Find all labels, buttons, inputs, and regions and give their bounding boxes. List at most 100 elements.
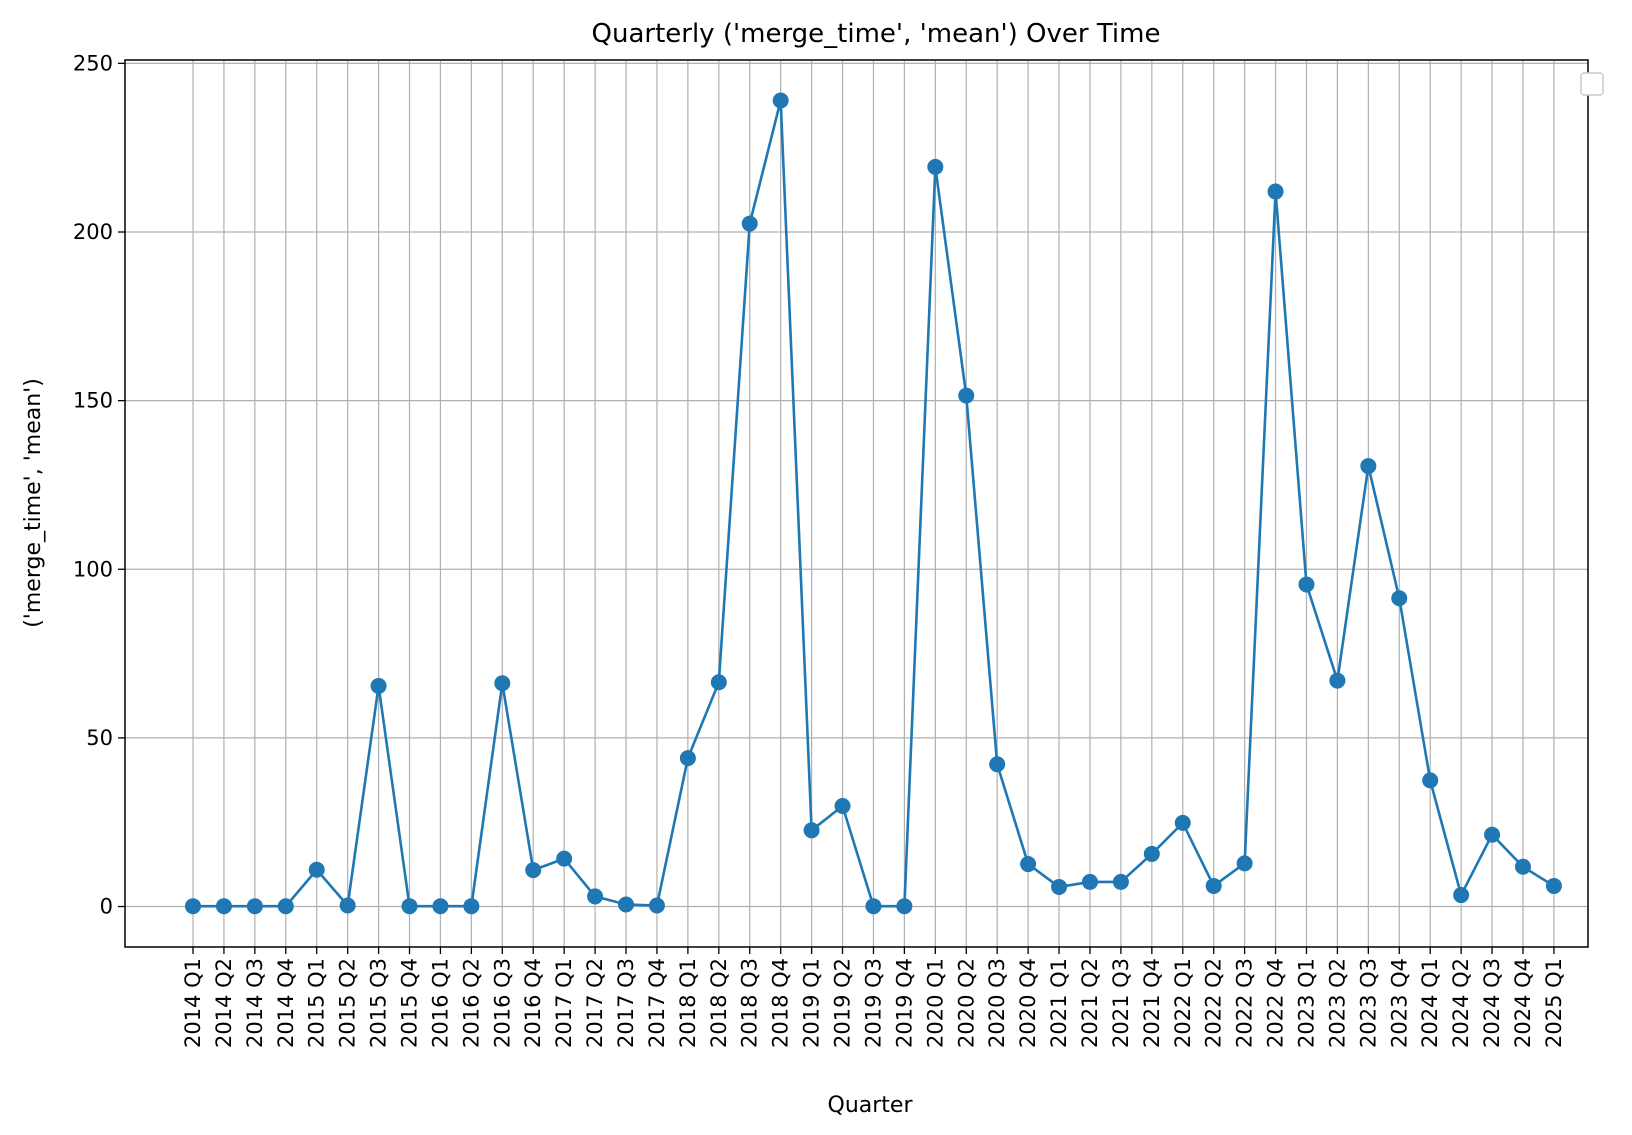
data-point [803, 822, 820, 839]
x-tick-label: 2020 Q3 [985, 958, 1009, 1048]
data-point [1143, 845, 1160, 862]
x-tick-label: 2024 Q1 [1418, 958, 1442, 1048]
plot-area-frame [124, 59, 1589, 948]
data-point [1051, 878, 1068, 895]
data-point [741, 215, 758, 232]
x-tick-label: 2023 Q1 [1294, 958, 1318, 1048]
x-tick-label: 2022 Q3 [1233, 958, 1257, 1048]
x-tick-label: 2015 Q2 [336, 958, 360, 1048]
x-tick-label: 2017 Q1 [552, 958, 576, 1048]
data-point [865, 898, 882, 915]
x-tick-label: 2016 Q2 [459, 958, 483, 1048]
data-point [1298, 576, 1315, 593]
x-tick-label: 2015 Q1 [305, 958, 329, 1048]
data-point [1545, 877, 1562, 894]
data-point [1514, 858, 1531, 875]
data-point [185, 898, 201, 915]
x-tick-label: 2014 Q3 [243, 958, 267, 1048]
series-line-layer [185, 92, 1562, 915]
x-tick-label: 2017 Q3 [614, 958, 638, 1048]
x-tick-label: 2020 Q2 [954, 958, 978, 1048]
data-point [1174, 814, 1191, 831]
y-tick-label: 200 [73, 220, 113, 244]
data-point [958, 387, 975, 404]
data-point [463, 898, 480, 915]
data-point [679, 750, 696, 767]
x-tick-label: 2023 Q4 [1387, 958, 1411, 1048]
y-tick-label: 50 [86, 726, 113, 750]
data-point [1391, 590, 1408, 607]
x-tick-label: 2014 Q1 [181, 958, 205, 1048]
data-point [432, 898, 449, 915]
data-point [277, 898, 294, 915]
data-point [215, 898, 232, 915]
x-tick-label: 2024 Q2 [1449, 958, 1473, 1048]
x-tick-label: 2018 Q1 [676, 958, 700, 1048]
data-point [834, 798, 851, 815]
x-tick-label: 2025 Q1 [1542, 958, 1566, 1048]
x-tick-label: 2024 Q3 [1480, 958, 1504, 1048]
data-point [1205, 877, 1222, 894]
x-tick-label: 2020 Q4 [1016, 958, 1040, 1048]
x-tick-label: 2021 Q4 [1140, 958, 1164, 1048]
x-tick-label: 2018 Q3 [738, 958, 762, 1048]
x-tick-label: 2019 Q1 [800, 958, 824, 1048]
x-tick-label: 2022 Q4 [1264, 958, 1288, 1048]
y-tick-label: 100 [73, 557, 113, 581]
x-tick-label: 2023 Q3 [1356, 958, 1380, 1048]
x-tick-label: 2019 Q2 [831, 958, 855, 1048]
legend-box [1580, 72, 1604, 96]
data-point [648, 897, 665, 914]
x-tick-label: 2022 Q1 [1171, 958, 1195, 1048]
x-tick-label: 2016 Q3 [490, 958, 514, 1048]
data-point [1422, 772, 1439, 789]
x-tick-label: 2021 Q1 [1047, 958, 1071, 1048]
data-point [339, 897, 356, 914]
x-tick-label: 2016 Q1 [428, 958, 452, 1048]
data-point [1267, 183, 1284, 200]
x-tick-label: 2019 Q4 [892, 958, 916, 1048]
data-point [896, 898, 913, 915]
x-tick-label: 2014 Q2 [212, 958, 236, 1048]
x-tick-label: 2016 Q4 [521, 958, 545, 1048]
grid [125, 60, 1588, 947]
x-tick-label: 2017 Q2 [583, 958, 607, 1048]
y-axis-ticks: 0 50 100 150 200 250 [73, 51, 125, 919]
x-tick-label: 2021 Q2 [1078, 958, 1102, 1048]
x-tick-label: 2020 Q1 [923, 958, 947, 1048]
data-point [1020, 856, 1037, 873]
x-tick-label: 2024 Q4 [1511, 958, 1535, 1048]
data-point [1081, 873, 1098, 890]
data-point [927, 158, 944, 175]
chart-title: Quarterly ('merge_time', 'mean') Over Ti… [592, 19, 1161, 49]
x-tick-label: 2014 Q4 [274, 958, 298, 1048]
x-tick-label: 2022 Q2 [1202, 958, 1226, 1048]
x-tick-label: 2018 Q2 [707, 958, 731, 1048]
x-tick-label: 2018 Q4 [769, 958, 793, 1048]
x-tick-label: 2019 Q3 [861, 958, 885, 1048]
data-point [1329, 672, 1346, 689]
data-point [1360, 458, 1377, 475]
data-point [556, 850, 573, 867]
y-tick-label: 150 [73, 389, 113, 413]
y-tick-label: 250 [73, 51, 113, 75]
data-point [1112, 873, 1129, 890]
x-tick-label: 2015 Q3 [367, 958, 391, 1048]
y-tick-label: 0 [100, 895, 113, 919]
x-tick-label: 2023 Q2 [1325, 958, 1349, 1048]
data-point [1236, 855, 1253, 872]
data-point [401, 898, 418, 915]
data-point [618, 896, 635, 913]
x-tick-label: 2017 Q4 [645, 958, 669, 1048]
data-point [1453, 887, 1470, 904]
data-point [308, 861, 325, 878]
data-point [989, 756, 1006, 773]
data-point [587, 888, 604, 905]
data-point [370, 677, 387, 694]
data-point [1484, 826, 1501, 843]
x-tick-label: 2021 Q3 [1109, 958, 1133, 1048]
data-point [710, 674, 727, 691]
data-point [494, 675, 511, 692]
x-tick-label: 2015 Q4 [398, 958, 422, 1048]
